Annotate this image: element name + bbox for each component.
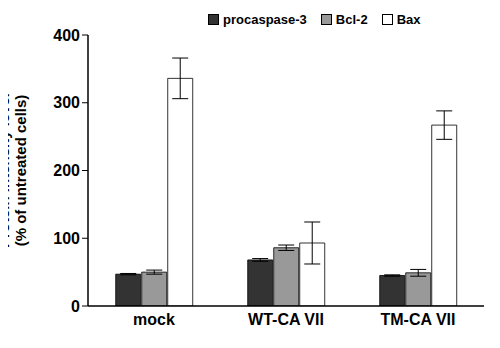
html-text:Bcl-2: Bcl-2 [335,12,368,27]
html-text:Bax: Bax [396,12,421,27]
svg-text:200: 200 [53,162,80,179]
svg-text:100: 100 [53,230,80,247]
svg-text:mock: mock [133,311,175,328]
svg-text:400: 400 [53,27,80,44]
svg-text:Protein intensity level(% of u: Protein intensity level(% of untreated c… [8,93,29,248]
svg-text:TM-CA VII: TM-CA VII [381,311,456,328]
html-text:procaspase-3: procaspase-3 [223,12,307,27]
svg-text:0: 0 [71,298,80,315]
svg-text:WT-CA VII: WT-CA VII [248,311,324,328]
svg-text:300: 300 [53,94,80,111]
